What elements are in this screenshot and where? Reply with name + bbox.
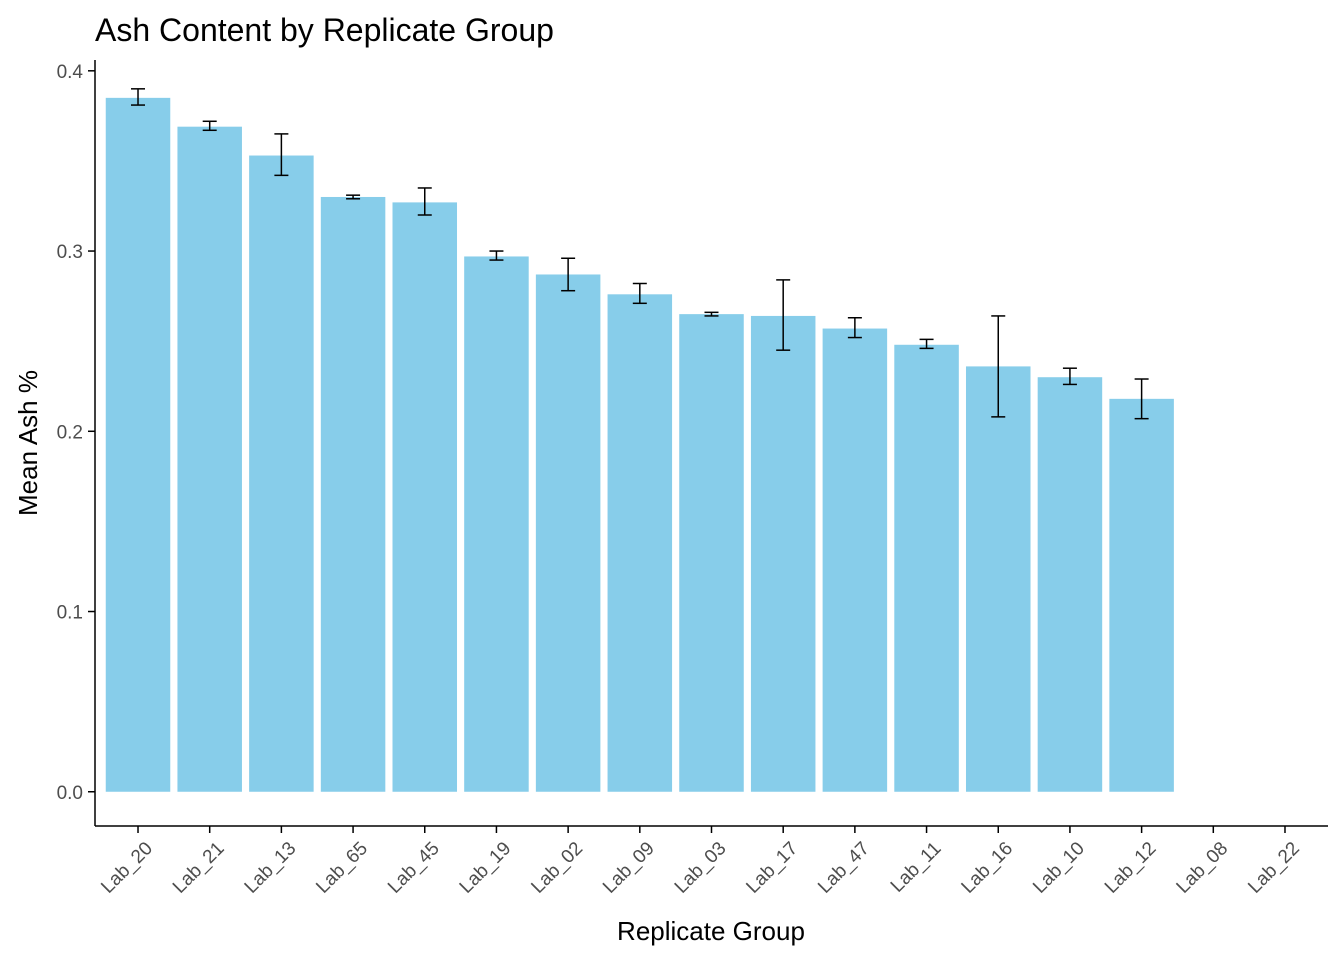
bar-lab-47 [822, 328, 888, 792]
x-tick-label: Lab_45 [384, 838, 444, 898]
bar-lab-19 [464, 256, 529, 792]
error-bar-lab-19 [489, 250, 504, 261]
y-axis-title: Mean Ash % [13, 370, 43, 516]
x-tick-label: Lab_16 [958, 838, 1018, 898]
x-tick-label: Lab_02 [527, 838, 587, 898]
error-bar-lab-10 [1062, 367, 1077, 386]
error-bar-lab-12 [1134, 378, 1149, 420]
x-tick-label: Lab_19 [456, 838, 516, 898]
x-tick-label: Lab_13 [241, 838, 301, 898]
x-tick-label: Lab_10 [1029, 838, 1089, 898]
bar-lab-09 [607, 294, 673, 792]
y-tick-label: 0.3 [57, 242, 83, 263]
error-bars-group [131, 88, 1149, 420]
x-tick-label: Lab_65 [312, 838, 372, 898]
error-bar-lab-47 [847, 316, 862, 339]
bar-lab-11 [894, 344, 959, 792]
x-axis-title: Replicate Group [617, 916, 805, 946]
bars-group [105, 97, 1174, 792]
error-bar-lab-13 [274, 133, 289, 177]
error-bar-lab-11 [919, 338, 934, 350]
y-ticks-group: 0.0 0.1 0.2 0.3 0.4 [57, 62, 95, 804]
error-bar-lab-45 [417, 187, 432, 216]
error-bar-lab-09 [632, 282, 647, 305]
bar-lab-20 [105, 97, 171, 792]
x-tick-label: Lab_22 [1244, 838, 1304, 898]
x-tick-label: Lab_21 [169, 838, 229, 898]
y-tick-label: 0.1 [57, 603, 83, 624]
x-tick-label: Lab_08 [1173, 838, 1233, 898]
bar-lab-17 [750, 315, 816, 792]
bar-lab-65 [320, 196, 386, 792]
bar-lab-03 [679, 314, 744, 792]
bar-lab-02 [535, 274, 601, 792]
bar-lab-10 [1037, 377, 1103, 792]
x-tick-label: Lab_47 [814, 838, 874, 898]
y-tick-label: 0.2 [57, 422, 83, 443]
bar-lab-45 [392, 202, 458, 792]
x-tick-label: Lab_12 [1101, 838, 1161, 898]
error-bar-lab-17 [776, 279, 791, 351]
bar-lab-21 [177, 126, 242, 792]
y-tick-label: 0.0 [57, 783, 83, 804]
error-bar-lab-21 [202, 120, 217, 132]
chart-title: Ash Content by Replicate Group [95, 12, 554, 48]
error-bar-lab-02 [561, 257, 576, 292]
x-ticks-group: Lab_20 Lab_21 Lab_13 Lab_65 Lab_45 Lab_19 Lab_… [97, 826, 1304, 898]
x-tick-label: Lab_17 [742, 838, 802, 898]
x-tick-label: Lab_03 [671, 838, 731, 898]
x-tick-label: Lab_20 [97, 838, 157, 898]
error-bar-lab-65 [346, 194, 361, 200]
error-bar-lab-03 [704, 311, 719, 317]
error-bar-lab-20 [131, 88, 146, 106]
x-tick-label: Lab_11 [887, 838, 946, 897]
bar-lab-12 [1109, 398, 1174, 792]
x-tick-label: Lab_09 [599, 838, 659, 898]
bar-lab-13 [249, 155, 314, 792]
y-tick-label: 0.4 [57, 62, 84, 83]
bar-lab-16 [965, 366, 1031, 792]
error-bar-lab-16 [991, 315, 1006, 418]
